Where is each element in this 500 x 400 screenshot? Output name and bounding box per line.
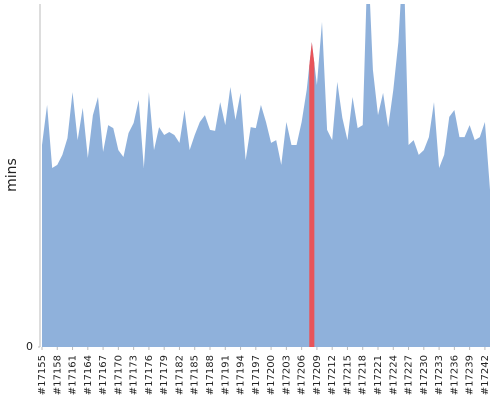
x-tick-label: #17188 [205,355,216,395]
y-axis-label: mins [4,158,20,192]
x-tick-label: #17176 [144,355,155,395]
x-tick-label: #17239 [465,355,476,395]
highlight [309,42,315,347]
y-tick-label: 0 [26,340,33,353]
x-tick-label: #17221 [373,355,384,395]
x-tick-label: #17158 [52,355,63,395]
x-tick-label: #17236 [449,355,460,395]
x-tick-label: #17203 [281,355,292,395]
x-tick-label: #17200 [266,355,277,395]
x-tick-label: #17197 [251,355,262,395]
x-tick-label: #17179 [159,355,170,395]
x-tick-label: #17191 [220,355,231,395]
x-tick-label: #17218 [358,355,369,395]
x-tick-label: #17206 [297,355,308,395]
x-tick-label: #17209 [312,355,323,395]
x-tick-label: #17173 [129,355,140,395]
x-tick-label: #17185 [190,355,201,395]
x-tick-label: #17215 [342,355,353,395]
x-tick-label: #17242 [480,355,491,395]
area [42,4,490,347]
x-tick-label: #17230 [419,355,430,395]
x-tick-label: #17170 [113,355,124,395]
x-tick-label: #17167 [98,355,109,395]
x-tick-label: #17164 [83,355,94,395]
x-tick-label: #17161 [68,355,79,395]
x-tick-label: #17194 [236,355,247,395]
x-tick-label: #17212 [327,355,338,395]
x-tick-label: #17155 [37,355,48,395]
x-tick-label: #17182 [174,355,185,395]
x-tick-label: #17227 [404,355,415,395]
x-tick-label: #17233 [434,355,445,395]
x-tick-label: #17224 [388,355,399,395]
